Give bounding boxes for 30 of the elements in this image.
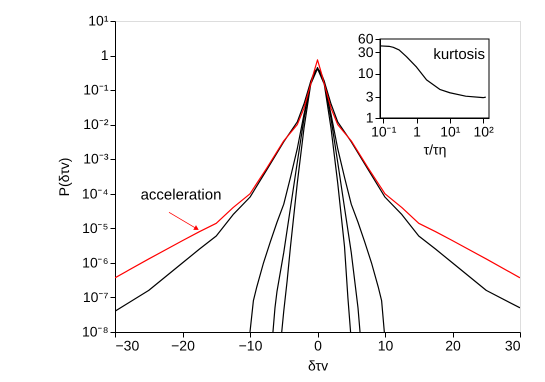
y-tick-label: 10⁻⁸ [82, 324, 109, 340]
y-tick-label: 10⁻¹ [83, 82, 109, 98]
y-tick-label: 10⁻³ [83, 150, 109, 167]
y-tick-label: 10⁻² [83, 116, 109, 132]
x-tick-label: −20 [171, 338, 196, 354]
y-tick-label: 1 [100, 47, 109, 64]
y-tick-label: 1 [366, 110, 374, 126]
y-axis-title: P(δτv) [56, 158, 72, 196]
annotation: kurtosis [433, 46, 485, 63]
x-tick-label: 30 [504, 338, 521, 354]
y-tick-label: 10⁻⁷ [82, 288, 108, 305]
x-tick-label: 20 [445, 338, 461, 354]
y-tick-label: 10¹ [88, 12, 109, 28]
annotation: acceleration [140, 186, 222, 204]
x-tick-label: 10 [378, 338, 394, 354]
x-tick-label: 10² [474, 124, 494, 140]
y-tick-label: 10⁻⁴ [82, 185, 108, 202]
x-tick-label: −10 [238, 338, 263, 354]
y-tick-label: 30 [358, 44, 374, 60]
x-tick-label: −30 [116, 338, 140, 354]
y-tick-label: 10 [358, 65, 374, 82]
y-tick-label: 60 [358, 30, 374, 46]
y-tick-label: 3 [366, 88, 374, 104]
y-tick-label: 10⁻⁶ [82, 254, 108, 270]
x-tick-label: 1 [413, 124, 422, 140]
y-tick-label: 10⁻⁵ [82, 220, 108, 236]
x-tick-label: 10¹ [440, 124, 461, 140]
x-axis-title: τ/τη [424, 142, 446, 158]
x-axis-title: δτv [308, 358, 328, 374]
x-tick-label: 0 [314, 338, 322, 354]
